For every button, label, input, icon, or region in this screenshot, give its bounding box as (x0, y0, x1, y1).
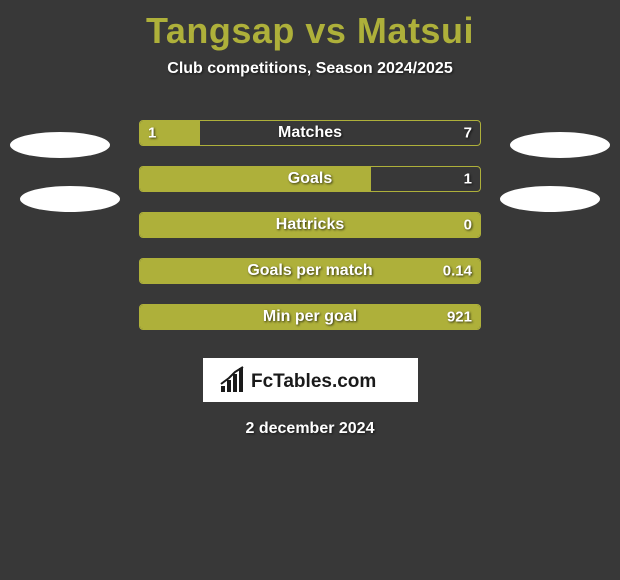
stat-row: Goals 1 (0, 156, 620, 202)
stat-value-right: 1 (464, 171, 472, 188)
stat-value-right: 921 (447, 309, 472, 326)
source-logo: FcTables.com (203, 358, 418, 402)
comparison-infographic: Tangsap vs Matsui Club competitions, Sea… (0, 10, 620, 580)
stat-label: Goals (288, 170, 332, 188)
fctables-logo-icon: FcTables.com (215, 364, 405, 396)
stat-row: Hattricks 0 (0, 202, 620, 248)
stat-bar: Min per goal 921 (139, 304, 481, 330)
stat-value-right: 0.14 (443, 263, 472, 280)
stat-bar: Goals per match 0.14 (139, 258, 481, 284)
stat-bar: Goals 1 (139, 166, 481, 192)
stat-row: 1 Matches 7 (0, 110, 620, 156)
stat-label: Matches (278, 124, 342, 142)
stat-bar: 1 Matches 7 (139, 120, 481, 146)
page-title: Tangsap vs Matsui (0, 10, 620, 52)
page-subtitle: Club competitions, Season 2024/2025 (0, 60, 620, 78)
stat-row: Goals per match 0.14 (0, 248, 620, 294)
stat-row: Min per goal 921 (0, 294, 620, 340)
date-label: 2 december 2024 (0, 420, 620, 438)
stat-value-right: 7 (464, 125, 472, 142)
stat-bar: Hattricks 0 (139, 212, 481, 238)
logo-text: FcTables.com (251, 371, 376, 392)
stat-value-right: 0 (464, 217, 472, 234)
stat-label: Goals per match (247, 262, 372, 280)
stat-value-left: 1 (148, 125, 156, 142)
stats-container: 1 Matches 7 Goals 1 Hattricks 0 (0, 110, 620, 340)
bar-fill-left (140, 167, 371, 191)
stat-label: Min per goal (263, 308, 357, 326)
stat-label: Hattricks (276, 216, 344, 234)
